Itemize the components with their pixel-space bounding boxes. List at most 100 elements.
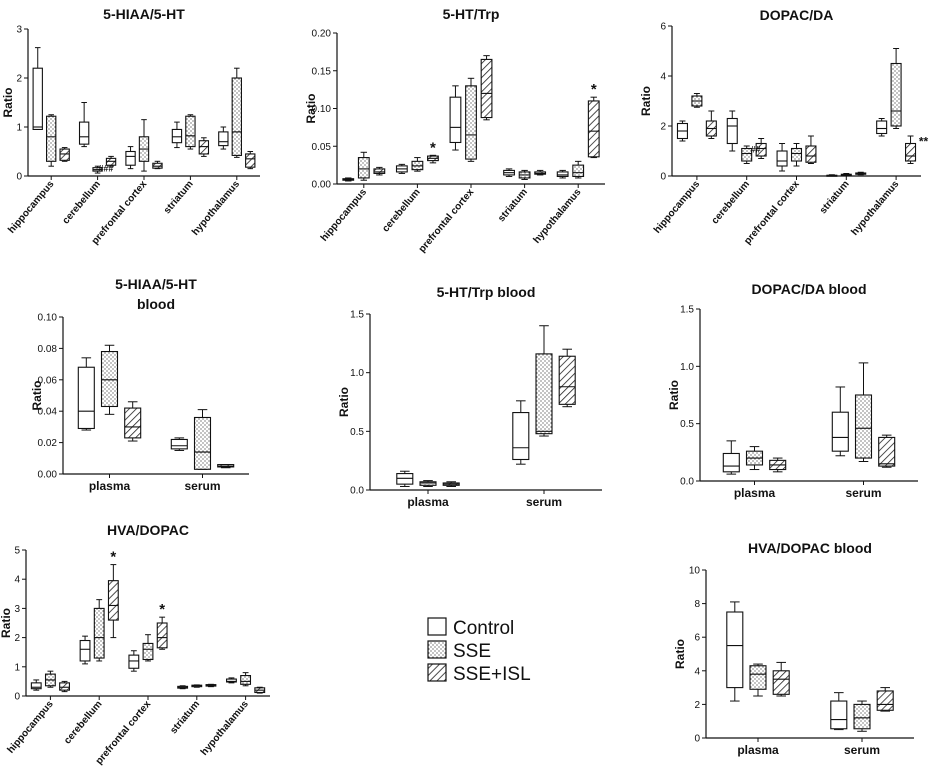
y-tick-label: 0 bbox=[660, 172, 666, 183]
box-hypothalamus-control bbox=[876, 118, 888, 137]
y-tick-label: 1.5 bbox=[680, 305, 694, 316]
chart-title: HVA/DOPAC blood bbox=[748, 540, 872, 556]
y-tick-label: 0.02 bbox=[38, 438, 58, 449]
chart-6: DOPAC/DA blood Ratio 0.0 0.5 1.0 1.5 plasma ser… bbox=[667, 281, 918, 500]
y-tick-label: 0 bbox=[694, 734, 700, 745]
box-prefrontal-cortex-control bbox=[125, 146, 136, 170]
box-hypothalamus-control bbox=[556, 169, 569, 179]
iqr-box bbox=[572, 164, 585, 177]
chart-title: HVA/DOPAC bbox=[107, 522, 189, 538]
iqr-box bbox=[245, 153, 256, 168]
y-tick-label: 0.10 bbox=[312, 104, 332, 115]
category-label-serum: serum bbox=[844, 743, 880, 757]
significance-marker: * bbox=[159, 601, 165, 618]
box-cerebellum-control bbox=[79, 635, 91, 665]
box-hypothalamus-sse bbox=[572, 160, 585, 179]
box-cerebellum-control bbox=[726, 110, 738, 152]
box-striatum-control bbox=[503, 168, 515, 177]
iqr-box bbox=[853, 703, 871, 730]
box-prefrontal-cortex-sse-isl bbox=[156, 616, 168, 650]
category-label-hippocampus: hippocampus bbox=[319, 187, 369, 244]
category-label-cerebellum: cerebellum bbox=[61, 179, 103, 227]
box-prefrontal-cortex-sse bbox=[465, 77, 477, 162]
box-striatum-sse-isl bbox=[855, 171, 867, 176]
iqr-box bbox=[185, 115, 196, 148]
legend: Control SSE SSE+ISL bbox=[427, 617, 531, 685]
box-plasma-sse bbox=[749, 663, 767, 697]
box-serum-control bbox=[170, 437, 188, 451]
box-prefrontal-cortex-sse bbox=[790, 143, 803, 167]
box-hippocampus-sse bbox=[44, 670, 56, 688]
box-serum-control bbox=[512, 400, 530, 465]
box-cerebellum-sse-isl bbox=[427, 154, 439, 164]
y-tick-label: 1.5 bbox=[350, 310, 364, 321]
iqr-box bbox=[876, 120, 888, 135]
box-cerebellum-control bbox=[395, 163, 408, 174]
legend-swatch-control bbox=[427, 617, 447, 636]
chart-2: 5-HT/Trp Ratio 0.00 0.05 0.10 0.15 0.20 hippoca… bbox=[304, 6, 605, 255]
iqr-box bbox=[171, 128, 183, 144]
iqr-box bbox=[226, 678, 237, 683]
category-label-striatum: striatum bbox=[496, 187, 530, 224]
box-hippocampus-sse-isl bbox=[59, 147, 70, 162]
y-tick-label: 2 bbox=[16, 74, 22, 85]
iqr-box bbox=[726, 611, 744, 689]
box-prefrontal-cortex-sse bbox=[142, 634, 154, 662]
iqr-box bbox=[465, 85, 477, 160]
iqr-box bbox=[30, 682, 42, 690]
category-label-prefrontal-cortex: prefrontal cortex bbox=[742, 179, 802, 247]
box-hippocampus-sse bbox=[691, 93, 703, 108]
legend-label-sse-isl: SSE+ISL bbox=[453, 664, 531, 685]
category-label-serum: serum bbox=[184, 479, 220, 493]
box-cerebellum-sse-isl bbox=[107, 564, 119, 639]
box-hippocampus-control bbox=[342, 177, 355, 182]
iqr-box bbox=[357, 157, 370, 179]
category-label-plasma: plasma bbox=[407, 495, 449, 509]
chart-title-line2: blood bbox=[137, 296, 175, 312]
iqr-box bbox=[396, 473, 414, 485]
significance-marker: * bbox=[110, 549, 116, 566]
category-label-plasma: plasma bbox=[89, 479, 131, 493]
box-plasma-control bbox=[77, 357, 95, 431]
iqr-box bbox=[535, 353, 553, 435]
box-plasma-sse bbox=[419, 480, 437, 487]
y-axis-label: Ratio bbox=[639, 86, 653, 116]
category-label-hypothalamus: hypothalamus bbox=[199, 699, 251, 758]
box-plasma-sse bbox=[100, 344, 119, 415]
y-tick-label: 8 bbox=[694, 599, 700, 610]
legend-swatch-sse-isl bbox=[427, 663, 447, 682]
box-striatum-control bbox=[826, 174, 838, 177]
box-prefrontal-cortex-sse-isl bbox=[152, 160, 163, 170]
box-hippocampus-sse-isl bbox=[59, 680, 70, 693]
y-tick-label: 0.0 bbox=[680, 477, 694, 488]
box-prefrontal-cortex-sse-isl bbox=[805, 135, 817, 164]
y-tick-label: 1 bbox=[16, 123, 22, 134]
box-hippocampus-sse-isl bbox=[705, 110, 717, 139]
iqr-box bbox=[772, 670, 790, 695]
category-label-striatum: striatum bbox=[162, 179, 196, 216]
box-plasma-sse bbox=[745, 446, 764, 471]
box-striatum-sse-isl bbox=[205, 683, 217, 688]
y-tick-label: 4 bbox=[14, 575, 20, 586]
chart-4: 5-HIAA/5-HT blood Ratio 0.00 0.02 0.04 0.06 0.0… bbox=[30, 276, 249, 493]
chart-8: HVA/DOPAC blood Ratio 0 2 4 6 8 10 plasma serum bbox=[673, 540, 914, 757]
box-cerebellum-sse bbox=[93, 599, 105, 662]
iqr-box bbox=[480, 58, 493, 119]
iqr-box bbox=[755, 142, 767, 157]
y-axis-label: Ratio bbox=[304, 94, 318, 124]
category-label-prefrontal-cortex: prefrontal cortex bbox=[417, 187, 477, 255]
category-label-serum: serum bbox=[526, 495, 562, 509]
iqr-box bbox=[231, 77, 242, 156]
y-axis-label: Ratio bbox=[337, 387, 351, 417]
iqr-box bbox=[59, 682, 70, 691]
y-tick-label: 2 bbox=[14, 633, 20, 644]
box-striatum-sse-isl bbox=[534, 169, 547, 176]
iqr-box bbox=[193, 416, 212, 470]
iqr-box bbox=[556, 171, 569, 177]
y-axis-label: Ratio bbox=[30, 381, 44, 411]
y-tick-label: 0.20 bbox=[312, 29, 332, 40]
box-plasma-sse-isl bbox=[772, 661, 790, 697]
category-label-plasma: plasma bbox=[734, 486, 776, 500]
y-tick-label: 2 bbox=[660, 122, 666, 133]
iqr-box bbox=[749, 665, 767, 690]
